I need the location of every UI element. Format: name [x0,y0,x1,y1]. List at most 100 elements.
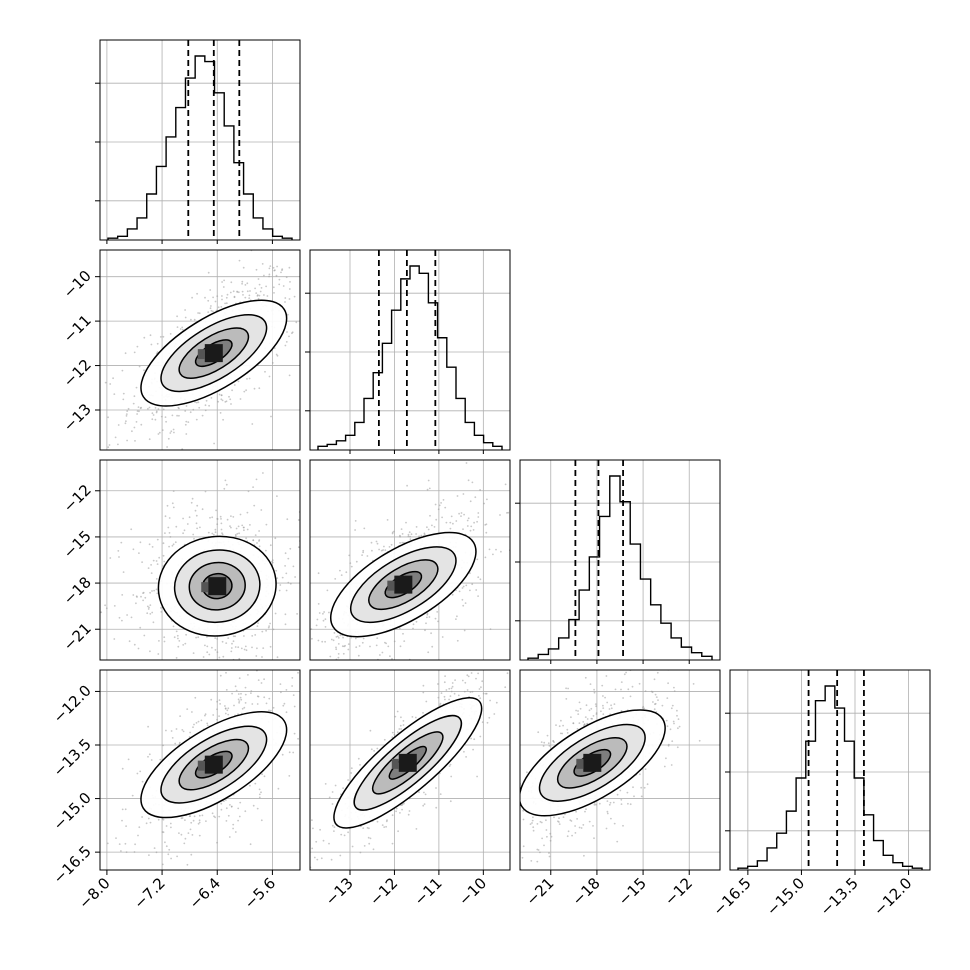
sample-point [256,807,259,810]
sample-point [157,818,160,821]
sample-point [172,543,175,546]
sample-point [128,640,131,643]
sample-point [342,787,344,789]
sample-point [225,302,228,305]
sample-point [285,276,288,279]
sample-point [449,527,452,530]
sample-point [605,827,608,830]
sample-point [219,674,222,677]
sample-point [578,826,581,829]
sample-point [142,591,145,594]
sample-point [131,794,134,797]
sample-point [198,406,201,409]
sample-point [189,731,192,734]
sample-point [213,442,216,445]
sample-point [250,690,253,692]
sample-point [263,678,265,681]
sample-point [517,788,519,790]
sample-point [633,795,635,798]
sample-point [543,844,545,847]
sample-point [315,840,318,843]
sample-point [194,509,197,512]
sample-point [165,825,168,827]
sample-point [477,516,480,518]
sample-point [512,507,514,509]
sample-point [211,516,214,519]
sample-point [143,634,146,637]
sample-point [209,289,212,291]
sample-point [671,740,674,743]
sample-point [716,667,718,669]
sample-point [602,707,605,709]
sample-point [503,803,505,805]
sample-point [138,552,140,554]
sample-point [276,495,278,497]
sample-point [324,626,327,628]
sample-point [263,696,266,699]
sample-point [162,818,165,821]
sample-point [335,648,338,651]
y-tick-label: −18 [60,573,95,608]
sample-point [156,538,159,541]
sample-point [169,822,172,825]
sample-point [595,713,598,715]
sample-point [246,290,249,293]
sample-point [149,591,152,594]
sample-point [251,703,254,705]
sample-point [256,294,259,296]
sample-point [311,601,313,603]
sample-point [485,523,488,526]
sample-point [588,709,591,712]
sample-point [237,693,240,695]
sample-point [226,709,229,712]
sample-point [439,704,441,707]
sample-point [495,701,498,704]
sample-point [206,722,209,725]
sample-point [221,533,224,536]
sample-point [456,495,459,497]
sample-point [205,820,207,822]
sample-point [363,527,366,530]
sample-point [259,290,262,293]
histogram-panel-0 [95,39,301,241]
sample-point [194,696,197,699]
sample-point [632,786,634,789]
sample-point [680,654,682,656]
sample-point [230,403,232,405]
sample-point [197,312,200,314]
sample-point [574,832,577,834]
sample-point [192,819,195,822]
sample-point [176,326,179,328]
sample-point [244,810,247,813]
sample-point [276,265,278,268]
sample-point [547,742,550,745]
sample-point [199,526,201,529]
sample-point [301,642,303,644]
sample-point [191,296,194,299]
sample-point [349,562,352,564]
sample-point [562,816,565,818]
sample-point [204,713,207,716]
sample-point [397,830,399,833]
sample-point [577,713,580,715]
sample-point [643,707,646,710]
sample-point [261,630,264,633]
sample-point [347,831,349,834]
sample-point [312,627,314,629]
sample-point [276,656,279,659]
sample-point [263,775,266,778]
panel-frame [519,669,721,871]
sample-point [239,513,242,516]
sample-point [539,851,541,854]
sample-point [319,828,321,831]
sample-point [601,684,604,687]
sample-point [383,738,386,741]
sample-point [286,313,289,316]
sample-point [222,655,225,658]
sample-point [337,637,340,639]
sample-point [337,643,340,645]
sample-point [561,732,564,735]
sample-point [301,722,303,724]
panel-frame [729,669,931,871]
sample-point [372,848,375,851]
